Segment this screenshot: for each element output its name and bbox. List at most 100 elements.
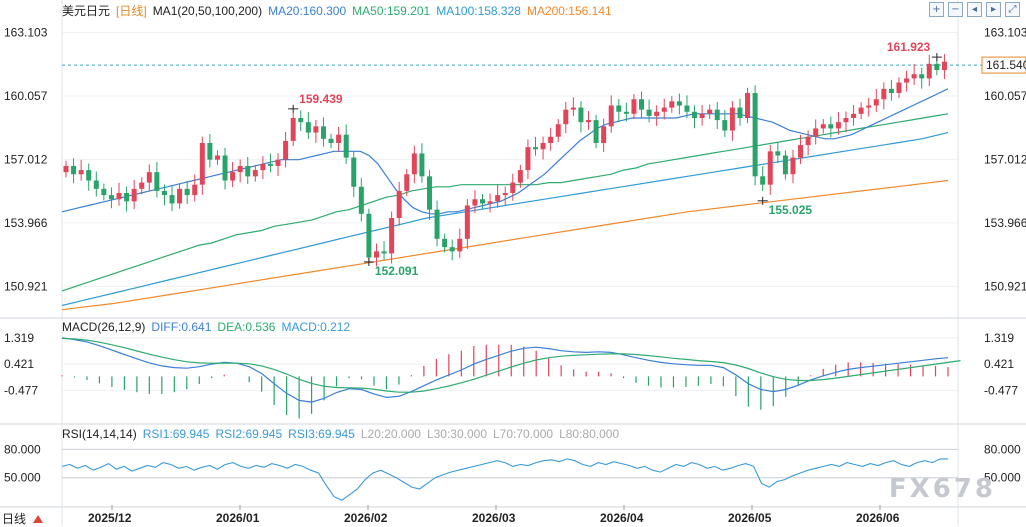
- annotation-label: 152.091: [375, 264, 419, 278]
- candle-up: [941, 61, 947, 71]
- candle-up: [873, 99, 879, 106]
- candle-down: [934, 63, 940, 71]
- annotations: 159.439 152.091 155.025 161.923: [288, 40, 942, 278]
- candle-down: [426, 176, 432, 210]
- candle-down: [616, 105, 622, 112]
- candle-down: [184, 188, 190, 196]
- rsi-indicator-label[interactable]: RSI(14,14,14): [62, 427, 137, 441]
- ma-indicator-label[interactable]: MA1(20,50,100,200): [152, 4, 263, 18]
- candle-down: [267, 163, 273, 166]
- annotation-label: 161.923: [887, 40, 931, 54]
- candle-up: [260, 163, 266, 171]
- macd-tick-right: 0.421: [984, 357, 1014, 371]
- candle-up: [555, 124, 561, 137]
- candle-up: [540, 143, 546, 150]
- current-price-tag: 161.540: [986, 58, 1026, 72]
- candle-down: [343, 134, 349, 158]
- candle-up: [729, 107, 735, 131]
- price-tick-left: 163.103: [4, 26, 48, 40]
- candle-down: [358, 186, 364, 214]
- price-tick-left: 160.057: [4, 89, 48, 103]
- candle-up: [214, 155, 220, 160]
- candle-up: [336, 134, 342, 143]
- candle-down: [449, 247, 455, 252]
- price-tick-right: 163.103: [984, 26, 1026, 40]
- rsi-panel: [61, 458, 948, 501]
- candle-up: [495, 195, 501, 202]
- candle-down: [305, 122, 311, 133]
- expand-icon[interactable]: ⤢: [1005, 2, 1020, 17]
- scroll-left-icon[interactable]: ◂: [967, 2, 982, 17]
- macd-tick-left: -0.477: [4, 383, 38, 397]
- date-tick-label: 2025/12: [88, 511, 132, 525]
- scroll-right-icon[interactable]: ▸: [986, 2, 1001, 17]
- period-label[interactable]: [日线]: [116, 4, 147, 18]
- zoom-in-icon[interactable]: +: [929, 2, 944, 17]
- candle-up: [487, 201, 493, 204]
- candle-up: [843, 118, 849, 123]
- candle-down: [101, 188, 107, 196]
- macd-macd-value: MACD:0.212: [281, 320, 351, 334]
- rsi-l30-value: L30:30.000: [426, 427, 487, 441]
- current-price-tag-box: [981, 56, 1026, 74]
- period-dropdown-icon[interactable]: [33, 515, 44, 523]
- candle-up: [790, 157, 796, 175]
- annotation-label: 155.025: [769, 203, 813, 217]
- candlesticks: [63, 54, 947, 267]
- candle-up: [926, 63, 932, 79]
- candle-up: [767, 151, 773, 185]
- candle-down: [320, 126, 326, 139]
- macd-diff-line: [61, 337, 949, 403]
- chart-toolbar: + − ◂ ▸ ⤢: [929, 2, 1020, 17]
- axes: 163.103 163.103 160.057 160.057 157.012 157.0…: [4, 26, 1026, 525]
- candle-down: [442, 238, 448, 248]
- candle-up: [139, 182, 145, 189]
- candle-down: [676, 101, 682, 106]
- candle-down: [737, 107, 743, 118]
- candle-up: [237, 165, 243, 173]
- candle-up: [457, 238, 463, 252]
- rsi-l70-value: L70:70.000: [493, 427, 554, 441]
- candle-up: [517, 170, 523, 183]
- macd-indicator-label[interactable]: MACD(26,12,9): [62, 320, 146, 334]
- candle-up: [199, 143, 205, 185]
- candle-down: [639, 99, 645, 110]
- candle-up: [586, 120, 592, 123]
- macd-dea-value: DEA:0.536: [217, 320, 276, 334]
- candle-down: [760, 176, 766, 185]
- period-footer[interactable]: 日线: [2, 510, 44, 527]
- candle-down: [351, 157, 357, 187]
- candle-down: [93, 180, 99, 189]
- candle-down: [578, 107, 584, 123]
- candle-up: [177, 188, 183, 204]
- candle-up: [464, 205, 470, 239]
- candle-up: [851, 113, 857, 118]
- candle-up: [911, 74, 917, 79]
- candle-up: [116, 193, 122, 200]
- rsi3-value: RSI3:69.945: [288, 427, 355, 441]
- date-tick-label: 2026/01: [216, 511, 260, 525]
- ma200-value: MA200:156.141: [526, 4, 612, 18]
- candle-up: [669, 101, 675, 108]
- price-tick-right: 157.012: [984, 152, 1026, 166]
- macd-tick-left: 1.319: [4, 331, 34, 345]
- rsi2-value: RSI2:69.945: [215, 427, 283, 441]
- rsi-l20-value: L20:20.000: [360, 427, 421, 441]
- candle-up: [510, 182, 516, 193]
- zoom-out-icon[interactable]: −: [948, 2, 963, 17]
- candle-down: [86, 170, 92, 181]
- candle-up: [411, 153, 417, 175]
- candle-down: [298, 118, 304, 123]
- macd-tick-right: 1.319: [984, 331, 1014, 345]
- candle-down: [71, 165, 77, 175]
- candle-up: [570, 107, 576, 110]
- candle-down: [714, 109, 720, 121]
- candle-down: [366, 213, 372, 258]
- price-tick-right: 150.921: [984, 279, 1026, 293]
- candle-up: [904, 78, 910, 83]
- price-tick-right: 160.057: [984, 89, 1026, 103]
- candle-down: [919, 74, 925, 79]
- candle-up: [798, 145, 804, 158]
